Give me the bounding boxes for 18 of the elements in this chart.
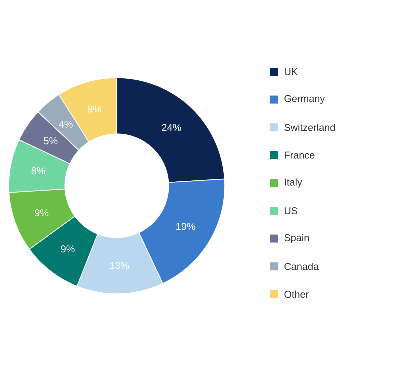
legend-label: Italy <box>285 178 302 188</box>
data-label: 9% <box>88 106 102 113</box>
data-label: 4% <box>59 120 73 128</box>
legend-label: Other <box>284 290 309 298</box>
data-label: 13% <box>110 262 130 270</box>
legend-label: Canada <box>284 262 320 270</box>
data-label: 5% <box>44 138 58 145</box>
legend-label: France <box>285 152 315 159</box>
data-label: 9% <box>61 246 75 253</box>
data-label: 24% <box>162 124 182 132</box>
data-label: 8% <box>32 168 46 175</box>
legend-label: Spain <box>284 234 310 244</box>
legend-label: US <box>284 207 298 215</box>
data-label: 19% <box>176 223 196 230</box>
legend-label: UK <box>284 68 298 76</box>
data-label: 9% <box>35 210 49 217</box>
legend-label: Switzerland <box>284 124 336 132</box>
legend-label: Germany <box>284 95 326 104</box>
